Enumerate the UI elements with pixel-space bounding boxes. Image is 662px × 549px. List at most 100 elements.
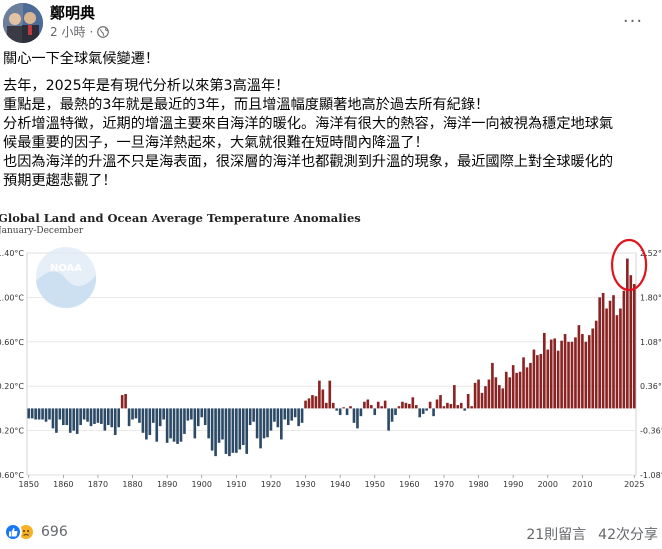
chart-bar — [96, 408, 100, 423]
chart-bar — [477, 379, 480, 409]
chart-bar — [241, 408, 245, 446]
chart-bar — [228, 408, 231, 457]
chart-bar — [546, 349, 550, 409]
post-paragraph: 也因為海洋的升溫不只是海表面，很深層的海洋也都觀測到升溫的現象，最近國際上對全球… — [3, 154, 614, 170]
chart-bar — [366, 399, 370, 409]
chart-bar — [203, 408, 207, 426]
chart-bar — [235, 408, 238, 453]
post-footer: 696 21則留言 42次分享 — [0, 518, 662, 549]
x-tick-label: 2000 — [538, 480, 558, 489]
chart-bar — [487, 379, 491, 409]
chart-bar — [165, 408, 169, 443]
reaction-count: 696 — [41, 524, 68, 540]
chart-bar — [522, 357, 525, 409]
chart-bar — [283, 408, 287, 420]
y-tick-label-right: -0.36°F — [640, 427, 662, 436]
chart-bar — [574, 337, 577, 409]
chart-bar — [190, 408, 193, 420]
x-tick-label: 1970 — [434, 480, 454, 489]
temperature-anomaly-chart: 1.40°C 1.00°C 0.60°C 0.20°C -0.20°C -0.60°C 2.… — [0, 238, 662, 489]
chart-bar — [418, 408, 422, 418]
x-tick-label: 1990 — [503, 480, 523, 489]
chart-bar — [435, 399, 439, 409]
post-paragraph: 關心一下全球氣候變遷！ — [3, 51, 160, 67]
chart-bar — [297, 408, 300, 427]
chart-bar — [470, 406, 473, 409]
chart-bar — [151, 408, 155, 423]
chart-bar — [491, 362, 494, 409]
author-name[interactable]: 鄭明典 — [50, 4, 96, 22]
chart-bar — [89, 408, 93, 427]
chart-bar — [532, 349, 536, 409]
chart-bar — [145, 408, 148, 440]
chart-bar — [117, 408, 121, 428]
post-paragraph: 分析增溫特徵，近期的增溫主要來自海洋的暖化。海洋有很大的熱容，海洋一向被視為穩定… — [3, 116, 614, 132]
chart-bar — [196, 408, 200, 427]
chart-bar — [466, 393, 470, 409]
chart-bar — [37, 408, 41, 420]
author-avatar[interactable] — [3, 3, 43, 43]
chart-bar — [172, 408, 176, 442]
chart-bar — [428, 401, 432, 409]
chart-bar — [44, 408, 48, 422]
chart-bar — [345, 408, 349, 416]
chart-bar — [591, 328, 595, 409]
chart-subtitle: January-December — [0, 226, 84, 236]
chart-bar — [359, 408, 363, 417]
chart-bar — [248, 408, 252, 426]
chart-bar — [217, 408, 221, 443]
chart-bar — [321, 389, 325, 409]
chart-bar — [338, 408, 342, 416]
chart-bar — [563, 334, 567, 409]
chart-bar — [601, 292, 605, 409]
chart-bar — [446, 402, 449, 409]
chart-bar — [629, 275, 633, 409]
chart-bar — [51, 408, 55, 429]
x-tick-label: 1950 — [365, 480, 385, 489]
chart-bar — [328, 380, 332, 409]
post-image-chart[interactable]: Global Land and Ocean Average Temperatur… — [0, 205, 662, 513]
chart-bar — [255, 408, 259, 439]
chart-bar — [608, 300, 612, 409]
post-time[interactable]: 2 小時 — [50, 25, 86, 39]
post-paragraph: 去年，2025年是有現代分析以來第3高溫年！ — [3, 78, 290, 94]
more-options-button[interactable]: ··· — [618, 8, 648, 34]
chart-bar — [176, 408, 179, 444]
chart-title: Global Land and Ocean Average Temperatur… — [0, 211, 361, 225]
y-tick-label-right: 1.80°F — [640, 293, 662, 302]
chart-bar — [504, 371, 508, 409]
chart-bar — [86, 408, 89, 422]
chart-bar — [594, 320, 598, 409]
chart-bar — [290, 408, 294, 421]
chart-bar — [58, 408, 62, 420]
x-tick-label: 1860 — [53, 480, 73, 489]
chart-bar — [93, 408, 96, 424]
y-tick-label-right: 2.52°F — [640, 249, 662, 258]
chart-bar — [349, 406, 352, 409]
y-tick-label-left: 0.60°C — [0, 338, 24, 347]
chart-bar — [529, 362, 532, 409]
chart-bar — [179, 408, 183, 442]
chart-bar — [311, 395, 314, 409]
chart-bar — [352, 408, 356, 423]
chart-bar — [587, 335, 591, 409]
y-tick-label-left: 1.40°C — [0, 249, 24, 258]
chart-bar — [425, 408, 428, 411]
chart-bar — [615, 315, 619, 409]
chart-bar — [200, 408, 204, 418]
comments-count-link[interactable]: 21則留言 — [526, 527, 587, 543]
reactions-summary[interactable]: 696 — [4, 523, 68, 541]
shares-count-link[interactable]: 42次分享 — [598, 527, 658, 543]
annotation-circle — [610, 238, 648, 292]
chart-bar — [30, 408, 34, 419]
x-tick-label: 1900 — [192, 480, 212, 489]
chart-bar — [304, 400, 307, 409]
chart-bar — [373, 408, 377, 416]
chart-bar — [480, 392, 484, 409]
chart-bar — [449, 403, 453, 409]
chart-bar — [560, 340, 563, 409]
x-tick-label: 2010 — [572, 480, 592, 489]
chart-bar — [72, 408, 76, 431]
chart-bar — [82, 408, 86, 420]
globe-icon — [97, 25, 110, 38]
